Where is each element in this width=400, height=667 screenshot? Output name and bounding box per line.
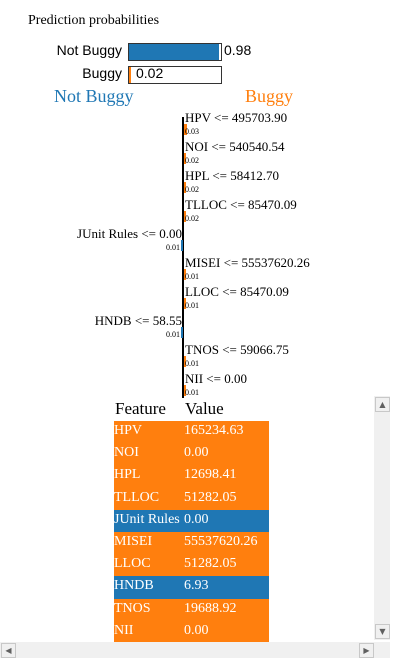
explanation-bar-8 [184,356,186,367]
explanation-bar-3 [184,211,186,222]
explanation-label-7: HNDB <= 58.55 [94,313,182,328]
table-cell-feature: NII [114,622,134,638]
explanation-label-0: HPV <= 495703.90 [185,110,288,125]
explanation-weight-4: 0.01 [166,243,180,252]
explanation-bar-6 [184,298,186,309]
scroll-right-icon[interactable]: ▶ [359,643,374,658]
table-cell-feature: JUnit Rules [114,511,180,527]
horizontal-scrollbar[interactable] [0,642,390,658]
explanation-label-1: NOI <= 540540.54 [185,139,285,154]
table-cell-value: 19688.92 [184,600,237,616]
class-label-buggy: Buggy [245,86,294,106]
explanation-bar-1 [184,153,186,164]
table-row: HPV 165234.63 [114,421,269,444]
table-cell-value: 55537620.26 [184,534,258,549]
explanation-weight-2: 0.02 [185,185,199,194]
table-cell-feature: LLOC [114,556,151,572]
table-cell-value: 0.00 [184,622,209,638]
table-cell-value: 0.00 [184,445,209,461]
probability-bar-fill-0 [129,44,219,60]
probability-value-1: 0.02 [136,65,164,81]
table-cell-value: 6.93 [184,578,209,594]
table-cell-value: 51282.05 [184,489,237,505]
explanation-weight-9: 0.01 [185,388,199,397]
explanation-weight-5: 0.01 [185,272,199,281]
probability-value-0: 0.98 [224,42,252,58]
explanation-bar-2 [184,182,186,193]
table-cell-value: 0.00 [184,511,209,527]
probability-bar-0 [128,43,222,61]
explanation-label-2: HPL <= 58412.70 [185,168,279,183]
explanation-label-3: TLLOC <= 85470.09 [185,197,297,212]
probability-label-1: Buggy [82,65,122,81]
table-row: LLOC 51282.05 [114,554,269,578]
explanation-weight-8: 0.01 [185,359,199,368]
explanation-bar-4 [181,240,183,251]
table-cell-feature: TNOS [114,600,151,616]
explanation-label-9: NII <= 0.00 [185,371,247,386]
table-cell-feature: HNDB [114,578,154,594]
table-row: TLLOC 51282.05 [114,487,269,511]
vertical-scrollbar[interactable] [374,396,390,640]
table-row: NII 0.00 [114,620,269,643]
explanation-weight-7: 0.01 [166,330,180,339]
table-cell-value: 51282.05 [184,556,237,572]
table-cell-value: 165234.63 [184,423,244,438]
explanation-weight-6: 0.01 [185,301,199,310]
explanation-label-4: JUnit Rules <= 0.00 [77,226,182,241]
table-row: JUnit Rules 0.00 [114,509,269,533]
explanation-weight-1: 0.02 [185,156,199,165]
probability-bar-fill-1 [129,67,131,83]
table-cell-feature: TLLOC [114,489,160,505]
table-row: MISEI 55537620.26 [114,532,269,555]
scroll-left-icon[interactable]: ◀ [1,643,16,658]
prediction-probabilities-title: Prediction probabilities [28,13,160,28]
explanation-axis [182,117,184,398]
scroll-down-icon[interactable]: ▼ [375,624,390,639]
explanation-label-8: TNOS <= 59066.75 [185,342,289,357]
explanation-label-6: LLOC <= 85470.09 [185,284,289,299]
table-cell-feature: HPL [114,467,141,483]
table-cell-feature: MISEI [114,534,153,549]
explanation-bar-7 [181,327,183,338]
table-header-feature: Feature [115,399,166,418]
table-header-value: Value [185,399,224,418]
probability-label-0: Not Buggy [56,42,122,58]
table-cell-value: 12698.41 [184,467,237,483]
table-row: HPL 12698.41 [114,465,269,489]
explanation-label-5: MISEI <= 55537620.26 [185,255,310,270]
explanation-weight-3: 0.02 [185,214,199,223]
table-row: NOI 0.00 [114,443,269,467]
class-label-not-buggy: Not Buggy [54,86,134,106]
table-cell-feature: HPV [114,423,143,438]
explanation-weight-0: 0.03 [185,127,199,136]
explanation-bar-9 [184,385,186,396]
probability-bar-1 [128,66,222,84]
table-row: HNDB 6.93 [114,576,269,600]
table-cell-feature: NOI [114,445,139,461]
explanation-bar-0 [184,124,187,135]
scroll-up-icon[interactable]: ▲ [375,397,390,412]
feature-value-table-panel[interactable]: Feature Value HPV 165234.63 NOI 0.00 HPL 1269… [0,396,390,643]
table-row: TNOS 19688.92 [114,598,269,622]
explanation-bar-5 [184,269,186,280]
